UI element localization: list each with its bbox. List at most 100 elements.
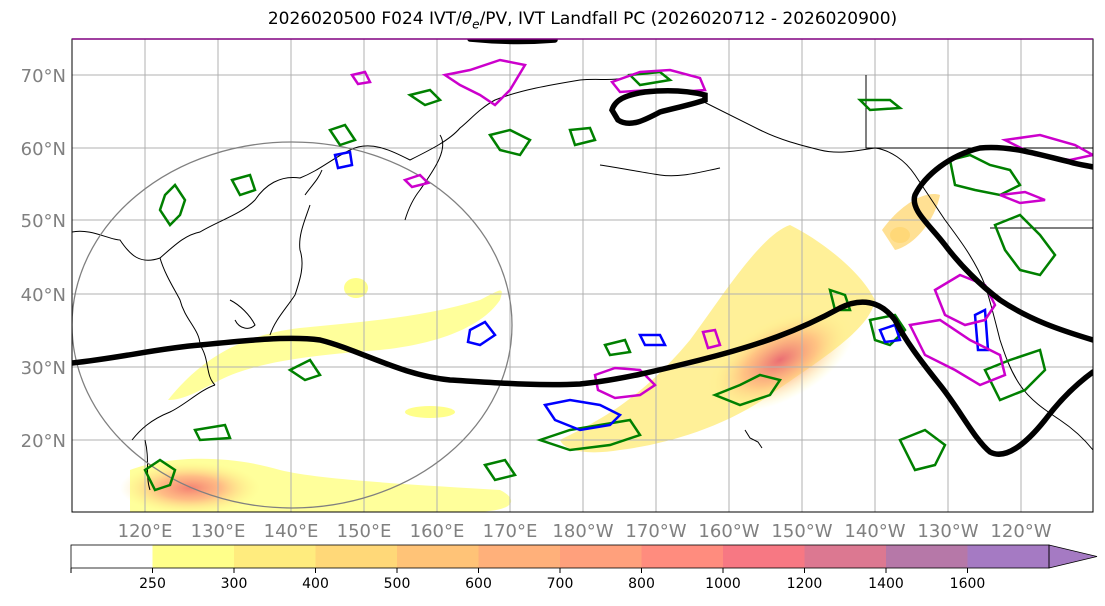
colorbar-segment bbox=[234, 545, 316, 568]
pv-contours bbox=[333, 150, 990, 432]
landfall-contour-7 bbox=[933, 273, 997, 327]
landfall-contour-3 bbox=[402, 173, 431, 189]
lon-label-140e: 140°E bbox=[264, 521, 319, 542]
coast-kamchatka bbox=[404, 134, 444, 221]
theta-contour-5 bbox=[487, 128, 532, 157]
pv-contour-4 bbox=[542, 398, 623, 432]
title-suffix: /PV, IVT Landfall PC (2026020712 - 20260… bbox=[479, 9, 898, 29]
colorbar-tick-label: 600 bbox=[465, 576, 492, 592]
ivt-core-south bbox=[120, 462, 260, 512]
coast-na-west bbox=[944, 219, 1093, 451]
pv-contour-5 bbox=[878, 323, 902, 344]
theta-contour-18 bbox=[482, 458, 518, 482]
pv-contour-1 bbox=[333, 150, 354, 170]
title-prefix: 2026020500 F024 IVT/ bbox=[267, 9, 462, 29]
landfall-contour-5 bbox=[593, 366, 657, 400]
jet-top bbox=[467, 39, 558, 45]
jet-arctic bbox=[609, 88, 708, 126]
colorbar-tick-label: 1200 bbox=[787, 576, 823, 592]
coast-alaska bbox=[699, 99, 946, 221]
lon-labels: 120°E 130°E 140°E 150°E 160°E 170°E 180°… bbox=[118, 521, 1052, 542]
theta-contour-3 bbox=[328, 123, 357, 147]
ivt-core-east bbox=[706, 308, 854, 412]
lat-label-60: 60°N bbox=[21, 139, 66, 160]
colorbar-tick-label: 500 bbox=[384, 576, 411, 592]
lat-label-30: 30°N bbox=[21, 358, 66, 379]
theta-contour-11 bbox=[711, 373, 783, 407]
theta-contour-19 bbox=[143, 458, 177, 492]
colorbar-tick-label: 1600 bbox=[950, 576, 986, 592]
colorbar-extend-arrow bbox=[1048, 544, 1098, 569]
gridlines bbox=[72, 39, 1093, 512]
colorbar-segment bbox=[804, 545, 887, 568]
colorbar-segment bbox=[397, 545, 479, 568]
coast-aleutians bbox=[599, 164, 721, 177]
ivt-patch-small-3 bbox=[890, 227, 910, 243]
ivt-patch-small-2 bbox=[405, 406, 455, 418]
colorbar-tick-label: 700 bbox=[547, 576, 574, 592]
lon-label-150w: 150°W bbox=[771, 521, 832, 542]
theta-contour-1 bbox=[158, 183, 187, 227]
landfall-contour-1 bbox=[441, 58, 527, 107]
lon-label-160e: 160°E bbox=[410, 521, 465, 542]
landfall-contour-4 bbox=[609, 68, 707, 94]
landfall-contour-10 bbox=[999, 190, 1046, 205]
lon-label-160w: 160°W bbox=[698, 521, 759, 542]
coastlines bbox=[72, 75, 1093, 491]
ivt-patch-small-1 bbox=[344, 278, 368, 298]
theta-contour-21 bbox=[627, 70, 673, 87]
theta-contour-16 bbox=[983, 348, 1047, 402]
jet-north-east bbox=[911, 144, 1093, 343]
map-title: 2026020500 F024 IVT/θe/PV, IVT Landfall … bbox=[0, 9, 1105, 31]
landfall-contour-8 bbox=[908, 318, 1007, 387]
theta-contour-8 bbox=[193, 423, 232, 442]
colorbar-tick-label: 250 bbox=[139, 576, 166, 592]
lat-labels: 70°N 60°N 50°N 40°N 30°N 20°N bbox=[21, 66, 66, 452]
title-theta: θ bbox=[461, 9, 473, 29]
theta-contour-14 bbox=[948, 153, 1022, 197]
jet-main bbox=[72, 299, 1093, 457]
lat-label-50: 50°N bbox=[21, 211, 66, 232]
lon-label-140w: 140°W bbox=[844, 521, 905, 542]
pv-contour-2 bbox=[466, 320, 497, 347]
colorbar-tick-label: 300 bbox=[221, 576, 248, 592]
colorbar-segment bbox=[723, 545, 805, 568]
colorbar-tick-label: 800 bbox=[628, 576, 655, 592]
lon-label-120w: 120°W bbox=[990, 521, 1051, 542]
theta-contour-17 bbox=[898, 428, 947, 472]
colorbar-segment bbox=[967, 545, 1050, 568]
theta-contour-12 bbox=[828, 288, 852, 312]
lon-label-170e: 170°E bbox=[483, 521, 538, 542]
theta-e-contours bbox=[143, 70, 1057, 492]
theta-contour-6 bbox=[568, 126, 597, 147]
lon-label-170w: 170°W bbox=[625, 521, 686, 542]
coast-hawaii bbox=[744, 429, 763, 449]
landfall-contours bbox=[349, 58, 1093, 400]
theta-contour-15 bbox=[993, 213, 1057, 277]
coast-korea bbox=[229, 299, 256, 329]
colorbar-segment bbox=[71, 545, 153, 568]
lat-label-70: 70°N bbox=[21, 66, 66, 87]
lat-label-40: 40°N bbox=[21, 285, 66, 306]
theta-contour-9 bbox=[603, 338, 632, 357]
colorbar-segment bbox=[478, 545, 561, 568]
colorbar-segment bbox=[886, 545, 968, 568]
colorbar-segment bbox=[315, 545, 398, 568]
coast-japan bbox=[269, 169, 323, 336]
lat-label-20: 20°N bbox=[21, 431, 66, 452]
coast-asia bbox=[72, 75, 631, 491]
colorbar-tick-label: 1000 bbox=[705, 576, 741, 592]
lon-label-180w: 180°W bbox=[552, 521, 613, 542]
theta-contour-20 bbox=[856, 98, 904, 112]
title-theta-sub: e bbox=[472, 17, 480, 32]
theta-contour-7 bbox=[287, 358, 322, 382]
jet-lines bbox=[72, 39, 1093, 457]
theta-contour-2 bbox=[230, 173, 257, 197]
colorbar-segment bbox=[560, 545, 642, 568]
landfall-contour-6 bbox=[701, 328, 722, 350]
pv-contour-3 bbox=[637, 333, 668, 347]
landfall-region-circle bbox=[72, 141, 513, 509]
colorbar-tick-label: 400 bbox=[302, 576, 329, 592]
lon-label-130w: 130°W bbox=[917, 521, 978, 542]
